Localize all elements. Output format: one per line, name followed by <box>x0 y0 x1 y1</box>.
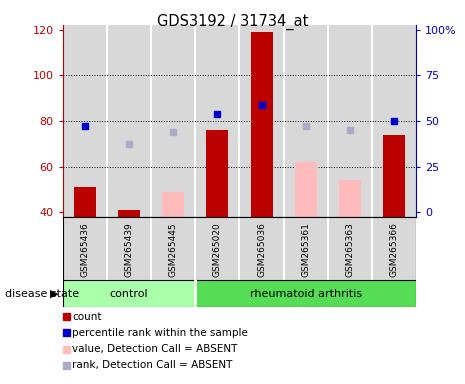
Text: GDS3192 / 31734_at: GDS3192 / 31734_at <box>157 13 308 30</box>
Bar <box>151 25 195 217</box>
Bar <box>195 280 416 307</box>
Bar <box>74 187 96 217</box>
Bar <box>63 280 195 307</box>
Bar <box>372 217 416 280</box>
Bar <box>383 135 405 217</box>
Bar <box>295 162 317 217</box>
Bar <box>195 25 239 217</box>
Text: GSM265036: GSM265036 <box>257 222 266 277</box>
Text: disease state: disease state <box>5 289 79 299</box>
Bar <box>339 180 361 217</box>
Bar <box>63 217 107 280</box>
Bar <box>239 217 284 280</box>
Bar <box>206 130 228 217</box>
Bar <box>151 217 195 280</box>
Bar <box>107 217 151 280</box>
Text: control: control <box>110 289 148 299</box>
Bar <box>284 217 328 280</box>
Bar <box>328 217 372 280</box>
Text: GSM265366: GSM265366 <box>390 222 399 277</box>
Text: value, Detection Call = ABSENT: value, Detection Call = ABSENT <box>72 344 237 354</box>
Text: GSM265020: GSM265020 <box>213 222 222 277</box>
Text: rank, Detection Call = ABSENT: rank, Detection Call = ABSENT <box>72 360 232 370</box>
Text: GSM265363: GSM265363 <box>345 222 354 277</box>
Bar <box>328 25 372 217</box>
Text: rheumatoid arthritis: rheumatoid arthritis <box>250 289 362 299</box>
Text: percentile rank within the sample: percentile rank within the sample <box>72 328 248 338</box>
Bar <box>195 217 239 280</box>
Text: ▶: ▶ <box>50 289 58 299</box>
Bar <box>372 25 416 217</box>
Text: GSM265361: GSM265361 <box>301 222 310 277</box>
Bar <box>239 25 284 217</box>
Text: GSM265445: GSM265445 <box>169 222 178 276</box>
Text: count: count <box>72 312 101 322</box>
Bar <box>107 25 151 217</box>
Bar <box>251 32 272 217</box>
Bar <box>284 25 328 217</box>
Bar <box>162 192 184 217</box>
Bar <box>118 210 140 217</box>
Text: GSM265439: GSM265439 <box>125 222 133 277</box>
Text: GSM265436: GSM265436 <box>80 222 89 277</box>
Bar <box>63 25 107 217</box>
